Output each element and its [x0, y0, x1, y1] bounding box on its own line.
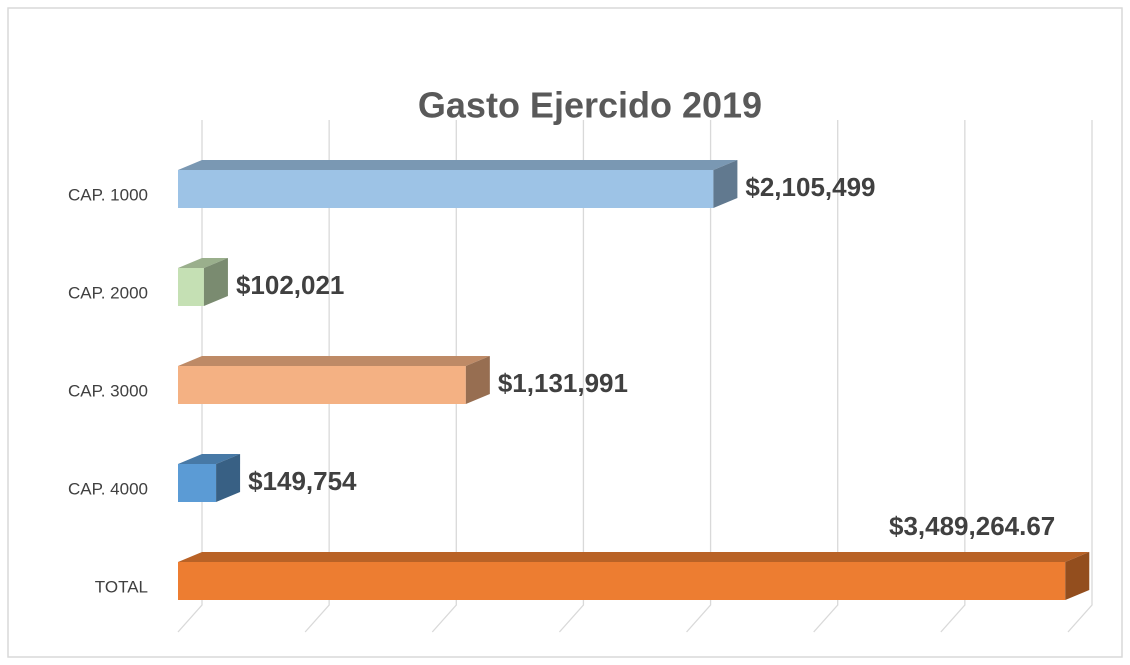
grid-line [686, 120, 712, 633]
bar-front [178, 464, 217, 502]
bar-side [1065, 552, 1090, 600]
bar [178, 356, 490, 404]
bar [178, 160, 738, 208]
value-label: $2,105,499 [745, 172, 875, 202]
grid-line [813, 120, 839, 633]
bar [178, 258, 228, 306]
value-label: $102,021 [236, 270, 344, 300]
bar-top [178, 258, 228, 268]
value-label: $1,131,991 [498, 368, 628, 398]
value-label: $149,754 [248, 466, 357, 496]
bar-side [216, 454, 241, 502]
bar-top [178, 356, 490, 366]
chart-title: Gasto Ejercido 2019 [418, 85, 762, 126]
bar-top [178, 552, 1090, 562]
bar-top [178, 160, 738, 170]
bar [178, 552, 1090, 600]
value-label: $3,489,264.67 [889, 511, 1055, 541]
chart-frame [7, 7, 1123, 658]
bar-front [178, 268, 204, 306]
category-label: TOTAL [95, 577, 148, 596]
grid-line [940, 120, 966, 633]
grid-line [1067, 120, 1093, 633]
bar-side [203, 258, 228, 306]
category-label: CAP. 4000 [68, 479, 148, 498]
category-label: CAP. 2000 [68, 283, 148, 302]
bar-front [178, 366, 466, 404]
bar-front [178, 562, 1066, 600]
grid-line [431, 120, 457, 633]
bar-side [713, 160, 738, 208]
grid-line [558, 120, 585, 633]
category-label: CAP. 3000 [68, 381, 148, 400]
bar-front [178, 170, 714, 208]
bar-side [465, 356, 490, 404]
bar-top [178, 454, 241, 464]
grid-line [304, 120, 330, 633]
category-label: CAP. 1000 [68, 185, 148, 204]
bar [178, 454, 241, 502]
